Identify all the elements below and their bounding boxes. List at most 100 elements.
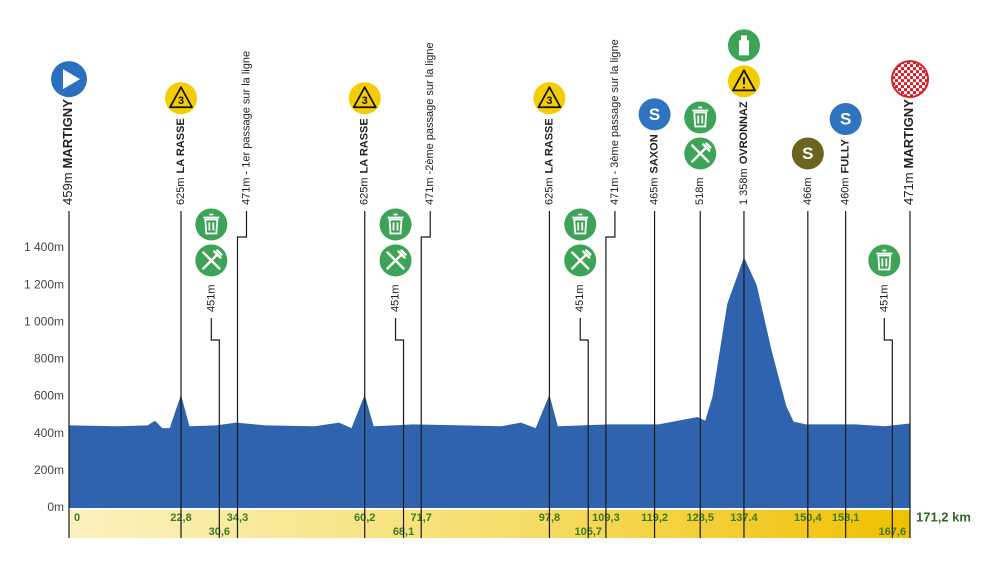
y-tick-label: 1 000m — [24, 314, 64, 328]
point-line — [579, 318, 589, 538]
point-line — [420, 211, 431, 538]
point-altitude: 518m — [694, 177, 706, 205]
bin — [876, 249, 893, 271]
point-altitude: 625m — [359, 177, 371, 205]
point-label: 459m MARTIGNY — [60, 99, 75, 205]
climb-triangle — [169, 86, 193, 109]
waste-icon — [684, 101, 717, 134]
point-name: LA RASSE — [359, 118, 371, 173]
point-icon — [51, 61, 87, 98]
point-label: 460m FULLY — [840, 138, 852, 205]
point-label: 451m — [574, 284, 586, 312]
sprint-letter: S — [840, 110, 851, 129]
finish-ring — [891, 60, 929, 99]
point-altitude: 459m — [60, 172, 75, 205]
point-icon — [379, 244, 412, 277]
y-tick-label: 200m — [34, 463, 64, 477]
x-tick-label: 0 — [74, 512, 80, 524]
point-line — [210, 318, 220, 538]
climb-category: 3 — [546, 95, 552, 107]
point-name: LA RASSE — [543, 118, 555, 173]
climb-category: 3 — [178, 95, 184, 107]
point-altitude: 451m — [878, 284, 890, 312]
point-line — [394, 318, 405, 538]
cutlery — [202, 249, 223, 270]
point-icon: 3 — [533, 82, 566, 115]
y-tick-label: 1 400m — [24, 240, 64, 254]
warning-triangle — [732, 69, 756, 92]
point-label: 471m -2ème passage sur la ligne — [424, 42, 436, 205]
sprint-icon — [829, 103, 862, 136]
elevation-area — [69, 257, 910, 508]
point-label: 1 358m OVRONNAZ — [738, 101, 750, 205]
point-label: 471m - 3ème passage sur la ligne — [609, 39, 621, 205]
y-tick-label: 1 200m — [24, 277, 64, 291]
bin — [572, 213, 589, 235]
point-line — [605, 211, 616, 538]
point-label: 471m - 1er passage sur la ligne — [240, 51, 252, 205]
point-icon — [564, 208, 597, 241]
y-tick-label: 400m — [34, 426, 64, 440]
point-label: 466m — [802, 177, 814, 205]
point-icon — [891, 60, 929, 99]
point-line — [883, 318, 893, 538]
point-label: 451m — [878, 284, 890, 312]
point-icon — [195, 208, 228, 241]
point-icon: S — [829, 103, 862, 136]
point-altitude: 471m - 3ème passage sur la ligne — [609, 39, 621, 205]
waste-icon — [195, 208, 228, 241]
point-label: 451m — [205, 284, 217, 312]
waste-icon — [564, 208, 597, 241]
waste-icon — [868, 244, 901, 277]
x-tick-label: 171,2 km — [916, 509, 971, 524]
bin — [692, 106, 709, 128]
point-name: FULLY — [840, 138, 852, 173]
point-altitude: 466m — [802, 177, 814, 205]
point-name: MARTIGNY — [60, 99, 75, 169]
point-icon: 3 — [165, 82, 198, 115]
y-tick-label: 0m — [47, 500, 64, 514]
point-altitude: 451m — [205, 284, 217, 312]
climb-icon — [165, 82, 198, 115]
point-altitude: 451m — [574, 284, 586, 312]
point-name: MARTIGNY — [901, 99, 916, 169]
point-altitude: 625m — [543, 177, 555, 205]
point-icon — [684, 137, 717, 170]
y-tick-label: 600m — [34, 389, 64, 403]
point-label: 625m LA RASSE — [543, 118, 555, 205]
bottle — [738, 35, 749, 56]
point-altitude: 1 358m — [738, 168, 750, 205]
point-icon — [868, 244, 901, 277]
point-icon: 3 — [348, 82, 381, 115]
point-label: 451m — [389, 284, 401, 312]
point-label: 471m MARTIGNY — [901, 99, 916, 205]
point-label: 625m LA RASSE — [359, 118, 371, 205]
point-name: OVRONNAZ — [738, 101, 750, 164]
point-icon — [727, 29, 760, 62]
point-name: LA RASSE — [175, 118, 187, 173]
cutlery — [386, 249, 407, 270]
sprint-icon — [791, 137, 824, 170]
point-icon: S — [638, 98, 671, 131]
climb-icon — [348, 82, 381, 115]
cutlery — [571, 249, 592, 270]
bin — [387, 213, 404, 235]
start-arrow — [63, 69, 80, 90]
sprint-letter: S — [802, 144, 813, 163]
point-altitude: 451m — [389, 284, 401, 312]
km-band — [69, 510, 910, 538]
point-altitude: 471m - 1er passage sur la ligne — [240, 51, 252, 205]
point-icon — [564, 244, 597, 277]
point-label: 518m — [694, 177, 706, 205]
point-icon — [195, 244, 228, 277]
sprint-letter: S — [649, 105, 660, 124]
climb-triangle — [537, 86, 562, 109]
point-altitude: 625m — [175, 177, 187, 205]
bin — [203, 213, 220, 235]
waste-icon — [379, 208, 412, 241]
point-name: SAXON — [648, 134, 660, 173]
climb-triangle — [352, 86, 377, 109]
cutlery — [691, 142, 712, 163]
point-label: 625m LA RASSE — [175, 118, 187, 205]
